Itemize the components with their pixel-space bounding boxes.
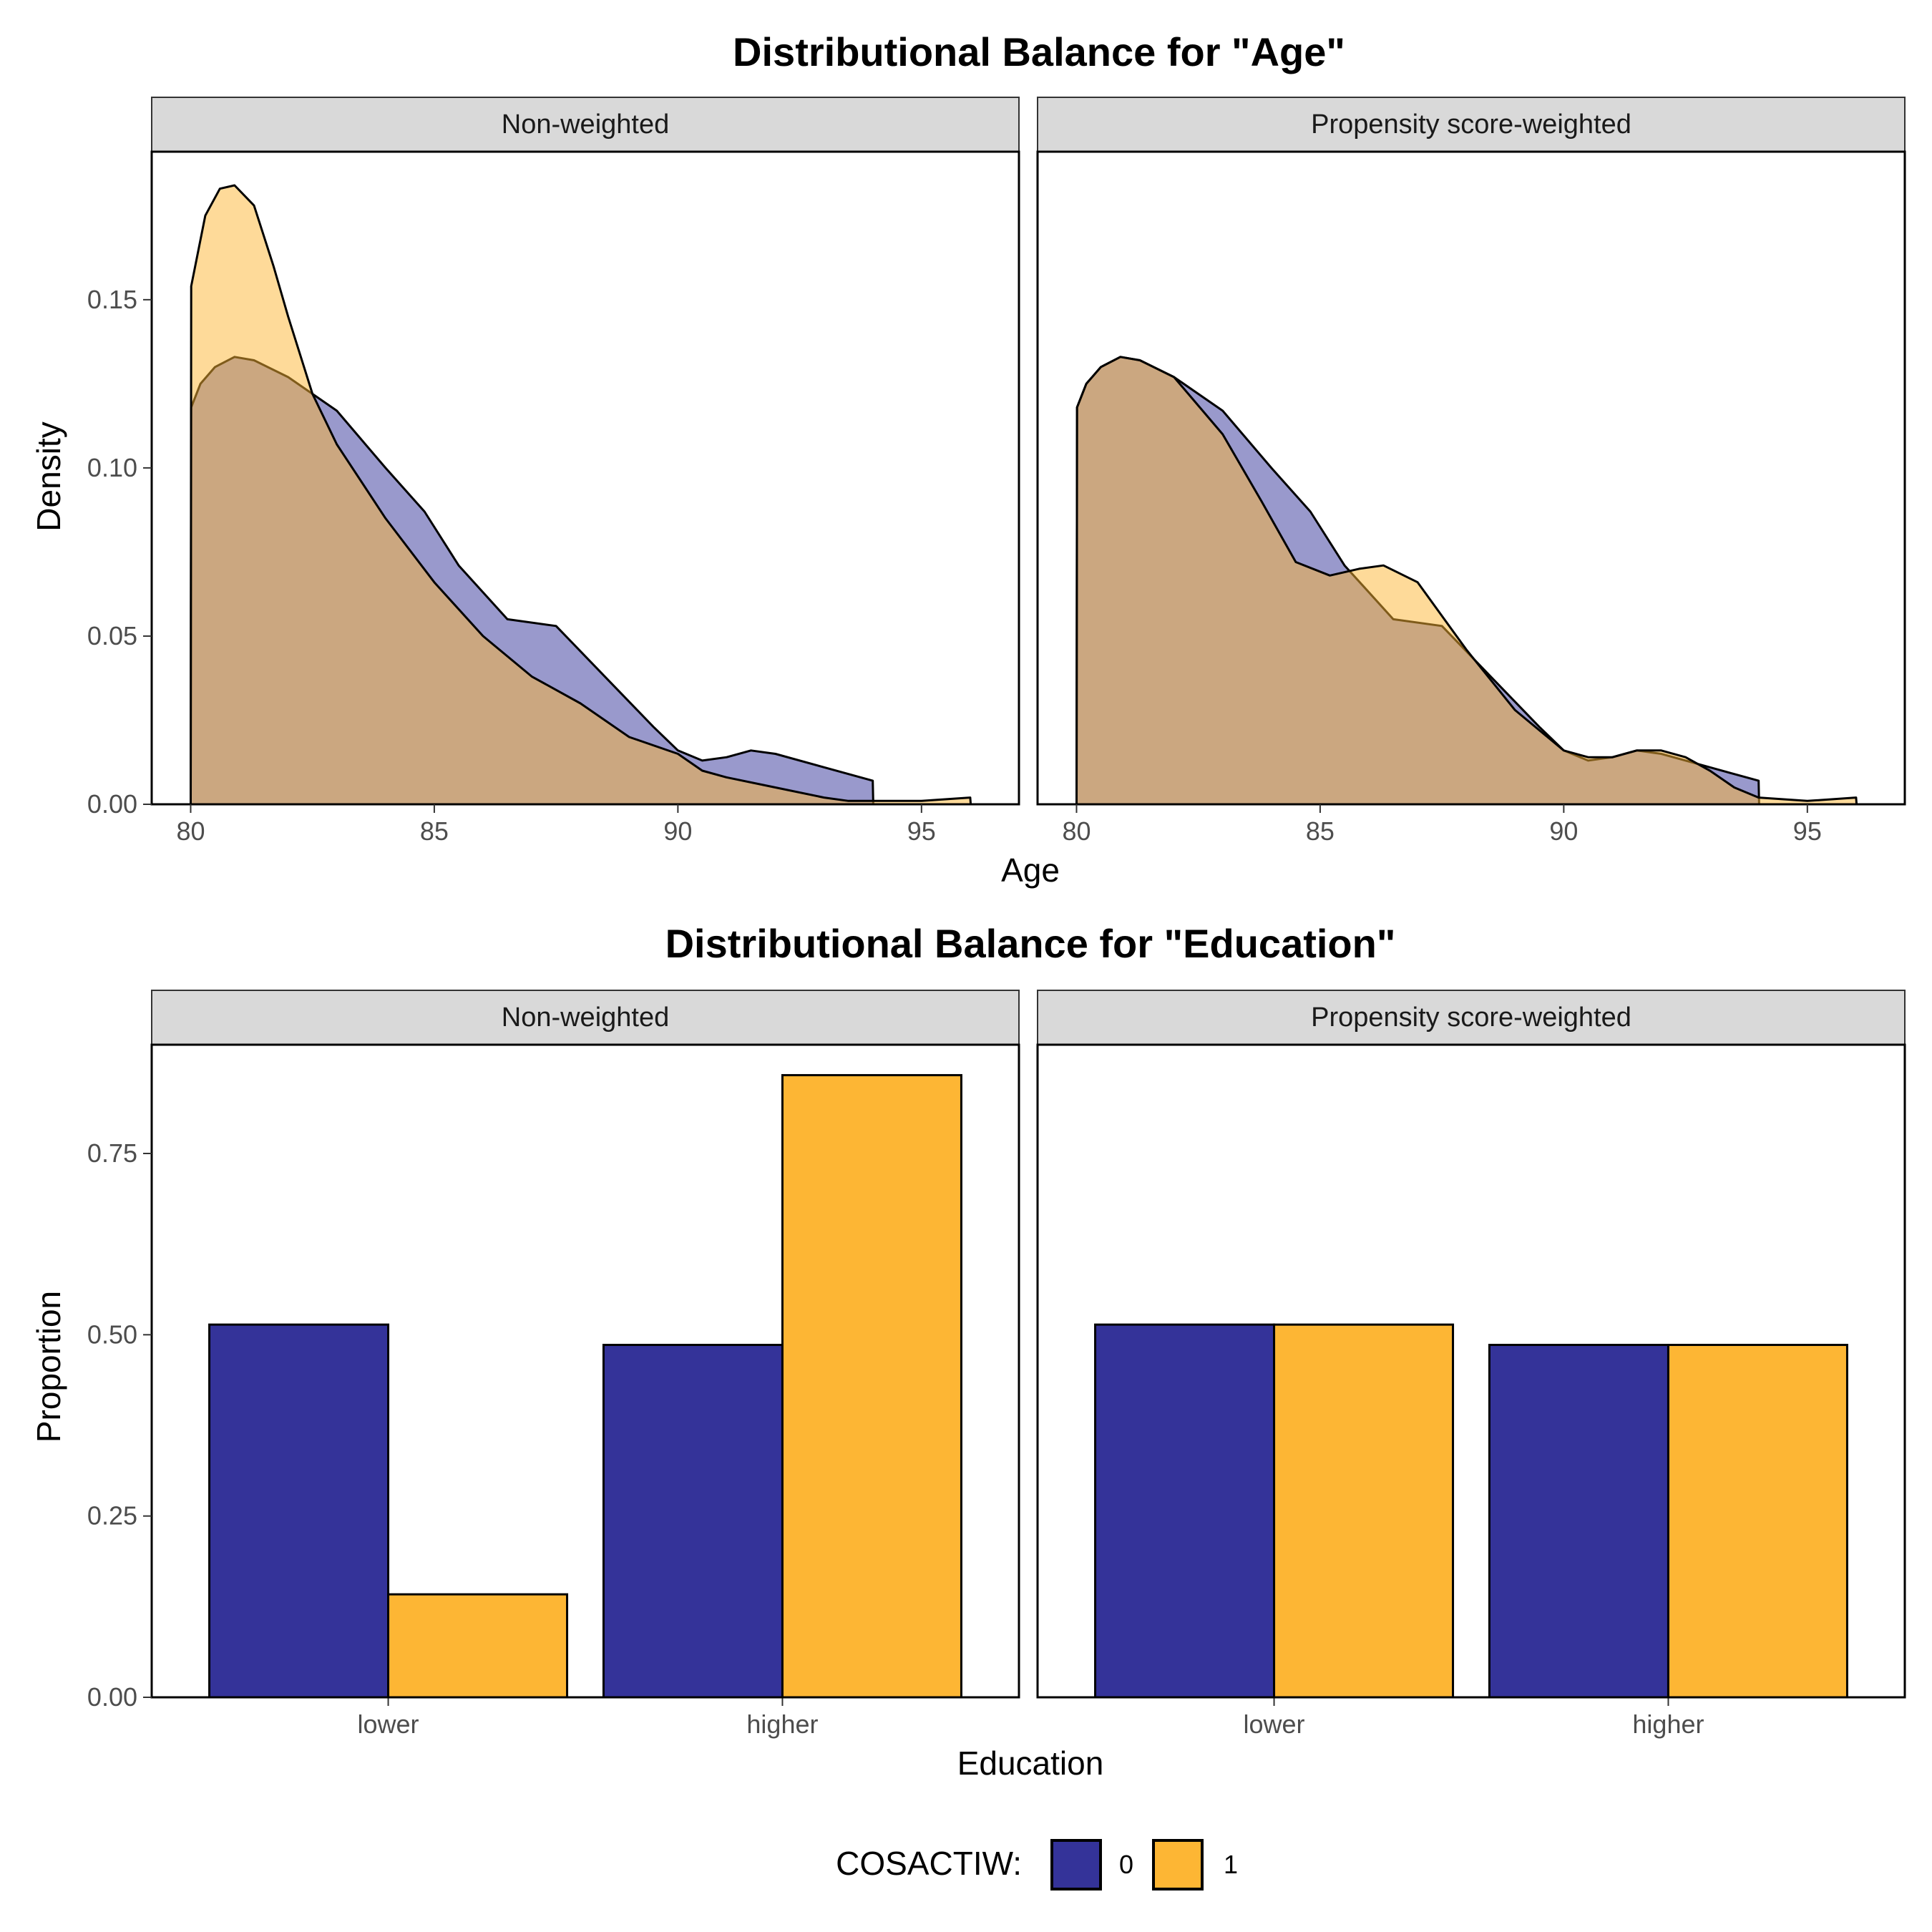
education-bar-chart: Distributional Balance for "Education" P…: [30, 921, 1906, 1782]
legend-key-1: [1152, 1839, 1204, 1890]
y-tick-label: 0.10: [87, 453, 137, 482]
bar-higher-series-1: [1667, 1344, 1848, 1699]
legend-label-0: 0: [1119, 1850, 1133, 1879]
x-tick-label: 90: [663, 816, 692, 846]
bar-lower-series-1: [387, 1593, 569, 1699]
facet-strip-label: Propensity score-weighted: [1311, 109, 1631, 140]
x-tick-label: higher: [746, 1709, 818, 1739]
y-tick-label: 0.05: [87, 621, 137, 650]
age-density-chart: Distributional Balance for "Age" Density…: [30, 29, 1906, 889]
y-tick-label: 0.25: [87, 1501, 137, 1531]
x-tick-label: higher: [1632, 1709, 1704, 1739]
x-tick-label: lower: [358, 1709, 419, 1739]
age-panel-non-weighted: Non-weighted 80 85 90 95 0.00 0.05 0.10 0.15: [87, 97, 1020, 846]
bar-lower-series-0: [208, 1323, 390, 1699]
education-panel-non-weighted: Non-weighted lower higher 0.00 0.25 0.50 0.75: [87, 990, 1020, 1739]
education-y-axis-title: Proportion: [30, 1291, 67, 1443]
x-tick-label: lower: [1244, 1709, 1305, 1739]
facet-strip: [1037, 97, 1906, 152]
bar-lower-series-0: [1094, 1323, 1276, 1699]
y-tick-label: 0.50: [87, 1319, 137, 1349]
facet-strip: [1037, 990, 1906, 1045]
bar-lower-series-1: [1273, 1323, 1455, 1699]
legend: COSACTIW: 0 1: [836, 1839, 1238, 1890]
facet-strip: [151, 97, 1020, 152]
legend-key-0: [1050, 1839, 1102, 1890]
y-tick-label: 0.00: [87, 1682, 137, 1712]
density-series-1: [1075, 356, 1858, 806]
age-y-axis-title: Density: [30, 421, 67, 531]
x-tick-label: 80: [176, 816, 205, 846]
panel-border: [1036, 150, 1906, 806]
bar-higher-series-1: [781, 1074, 962, 1699]
facet-strip-label: Non-weighted: [502, 1002, 669, 1033]
legend-label-1: 1: [1224, 1850, 1238, 1879]
age-panel-weighted: Propensity score-weighted 80 85 90 95: [1036, 97, 1906, 846]
legend-title: COSACTIW:: [836, 1845, 1022, 1882]
bar-higher-series-0: [602, 1344, 784, 1699]
facet-strip-label: Propensity score-weighted: [1311, 1002, 1631, 1033]
x-tick-label: 85: [420, 816, 449, 846]
y-tick-label: 0.00: [87, 789, 137, 819]
education-x-axis-title: Education: [957, 1745, 1104, 1782]
density-series-1: [190, 184, 972, 806]
facet-strip-label: Non-weighted: [502, 109, 669, 140]
bar-higher-series-0: [1488, 1344, 1669, 1699]
panel-border: [1036, 1043, 1906, 1699]
x-tick-label: 90: [1549, 816, 1578, 846]
x-tick-label: 95: [1793, 816, 1822, 846]
y-tick-label: 0.75: [87, 1138, 137, 1168]
facet-strip: [151, 990, 1020, 1045]
panel-border: [150, 150, 1020, 806]
education-panel-weighted: Propensity score-weighted lower higher: [1036, 990, 1906, 1739]
x-tick-label: 85: [1306, 816, 1335, 846]
panel-border: [150, 1043, 1020, 1699]
y-tick-label: 0.15: [87, 285, 137, 314]
education-chart-title: Distributional Balance for "Education": [665, 921, 1396, 966]
age-x-axis-title: Age: [1001, 852, 1060, 889]
x-tick-label: 80: [1062, 816, 1091, 846]
age-chart-title: Distributional Balance for "Age": [733, 29, 1345, 74]
x-tick-label: 95: [907, 816, 936, 846]
